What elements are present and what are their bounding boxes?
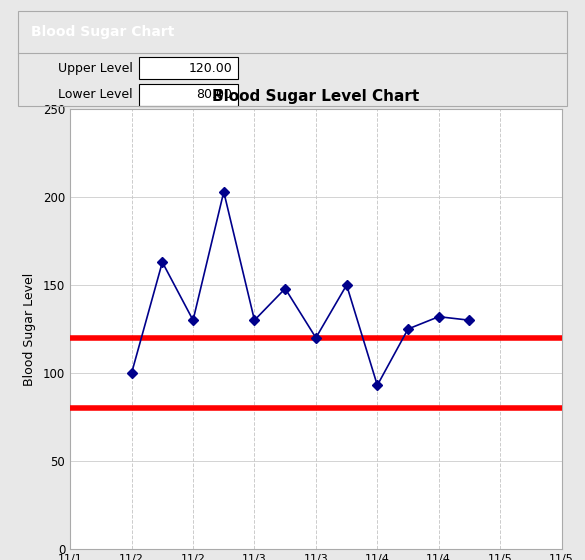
FancyBboxPatch shape (139, 57, 238, 80)
Text: Upper Level: Upper Level (58, 62, 133, 74)
Text: 120.00: 120.00 (188, 62, 232, 74)
Text: 80.00: 80.00 (196, 88, 232, 101)
Y-axis label: Blood Sugar Level: Blood Sugar Level (23, 272, 36, 386)
Text: Blood Sugar Chart: Blood Sugar Chart (32, 25, 175, 39)
FancyBboxPatch shape (139, 83, 238, 106)
Text: Lower Level: Lower Level (58, 88, 133, 101)
Title: Blood Sugar Level Chart: Blood Sugar Level Chart (212, 89, 419, 104)
